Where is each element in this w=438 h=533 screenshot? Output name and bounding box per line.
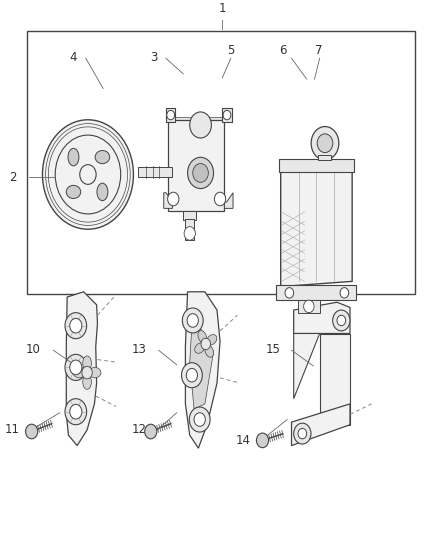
Ellipse shape xyxy=(205,345,214,357)
Text: 6: 6 xyxy=(279,44,286,57)
Circle shape xyxy=(340,288,349,298)
Polygon shape xyxy=(222,108,232,123)
Circle shape xyxy=(294,423,311,444)
Polygon shape xyxy=(185,219,194,240)
Polygon shape xyxy=(320,334,350,425)
Text: 11: 11 xyxy=(5,423,20,437)
Circle shape xyxy=(80,165,96,184)
Text: 14: 14 xyxy=(235,434,251,447)
Circle shape xyxy=(186,368,198,382)
Text: 5: 5 xyxy=(227,44,235,57)
Text: 15: 15 xyxy=(266,343,281,356)
Polygon shape xyxy=(183,211,196,220)
Circle shape xyxy=(256,433,268,448)
Polygon shape xyxy=(138,167,173,177)
Text: 10: 10 xyxy=(25,343,40,356)
Text: 2: 2 xyxy=(9,171,17,183)
Text: 7: 7 xyxy=(315,44,323,57)
Polygon shape xyxy=(66,292,98,446)
Circle shape xyxy=(70,360,82,375)
Circle shape xyxy=(167,110,175,120)
Circle shape xyxy=(298,429,307,439)
Polygon shape xyxy=(294,302,350,334)
Circle shape xyxy=(317,134,333,152)
Circle shape xyxy=(215,192,226,206)
Circle shape xyxy=(187,314,198,327)
Circle shape xyxy=(145,424,157,439)
Circle shape xyxy=(184,227,195,240)
Polygon shape xyxy=(164,193,173,208)
Circle shape xyxy=(70,405,82,419)
Circle shape xyxy=(285,288,294,298)
Ellipse shape xyxy=(95,150,110,164)
Bar xyxy=(279,159,354,172)
Circle shape xyxy=(194,413,205,426)
Circle shape xyxy=(187,157,214,189)
Ellipse shape xyxy=(198,330,207,343)
Polygon shape xyxy=(166,108,176,123)
Circle shape xyxy=(70,318,82,333)
Circle shape xyxy=(181,362,202,387)
Text: 1: 1 xyxy=(219,3,226,15)
Circle shape xyxy=(189,407,210,432)
Circle shape xyxy=(337,315,346,326)
Circle shape xyxy=(168,192,179,206)
Ellipse shape xyxy=(83,356,92,370)
Circle shape xyxy=(65,354,87,381)
Text: 4: 4 xyxy=(70,51,77,64)
Circle shape xyxy=(25,424,38,439)
Polygon shape xyxy=(166,117,232,123)
Polygon shape xyxy=(281,161,352,287)
Ellipse shape xyxy=(68,148,79,166)
Polygon shape xyxy=(298,300,320,313)
Circle shape xyxy=(65,313,87,338)
Polygon shape xyxy=(168,120,224,211)
Bar xyxy=(27,31,415,294)
Ellipse shape xyxy=(207,335,217,345)
Polygon shape xyxy=(292,404,350,446)
Polygon shape xyxy=(185,292,220,448)
Circle shape xyxy=(311,126,339,160)
Circle shape xyxy=(333,310,350,331)
Polygon shape xyxy=(224,193,233,208)
Text: 3: 3 xyxy=(150,51,157,64)
Circle shape xyxy=(65,399,87,425)
Circle shape xyxy=(193,164,208,182)
Polygon shape xyxy=(294,334,320,399)
Circle shape xyxy=(190,112,212,138)
Ellipse shape xyxy=(66,185,81,198)
Circle shape xyxy=(55,135,121,214)
Bar xyxy=(276,285,357,300)
Circle shape xyxy=(42,120,134,229)
Circle shape xyxy=(82,366,92,379)
Circle shape xyxy=(182,308,203,333)
Bar xyxy=(318,155,332,160)
Ellipse shape xyxy=(89,367,101,378)
Ellipse shape xyxy=(83,375,92,389)
Ellipse shape xyxy=(194,343,205,353)
Circle shape xyxy=(304,300,314,313)
Circle shape xyxy=(223,110,231,120)
Text: 12: 12 xyxy=(131,423,146,437)
Text: 13: 13 xyxy=(131,343,146,356)
Ellipse shape xyxy=(97,183,108,201)
Circle shape xyxy=(201,338,211,350)
Ellipse shape xyxy=(73,367,85,378)
Polygon shape xyxy=(190,320,214,409)
